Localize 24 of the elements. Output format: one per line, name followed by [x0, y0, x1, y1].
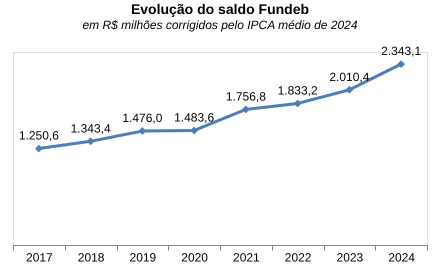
- point: [35, 144, 43, 152]
- data-label: 1.756,8: [226, 89, 266, 104]
- data-label: 1.250,6: [18, 128, 60, 142]
- data-label: 2.010,4: [329, 70, 370, 84]
- x-tick-label: 2022: [284, 250, 312, 264]
- x-tick-label: 2024: [388, 250, 416, 264]
- data-label: 1.483,6: [174, 110, 214, 124]
- point: [86, 137, 94, 146]
- x-tick-label: 2019: [130, 250, 157, 264]
- point: [346, 86, 354, 94]
- chart-title: Evolução do saldo Fundeb: [130, 1, 310, 18]
- x-tick-label: 2018: [78, 250, 105, 264]
- chart-subtitle: em R$ milhões corrigidos pelo IPCA médio de 2024: [82, 18, 358, 32]
- data-label: 1.476,0: [122, 111, 163, 126]
- x-tick-label: 2017: [26, 250, 54, 264]
- data-label: 1.833,2: [278, 83, 318, 98]
- point: [294, 100, 302, 108]
- point: [397, 60, 405, 68]
- data-label: 2.343,1: [381, 44, 422, 58]
- x-tick-label: 2021: [233, 250, 260, 264]
- x-tick-label: 2020: [181, 250, 208, 264]
- data-label: 1.343,4: [70, 121, 111, 136]
- x-tick-label: 2023: [336, 250, 364, 264]
- point: [190, 126, 198, 134]
